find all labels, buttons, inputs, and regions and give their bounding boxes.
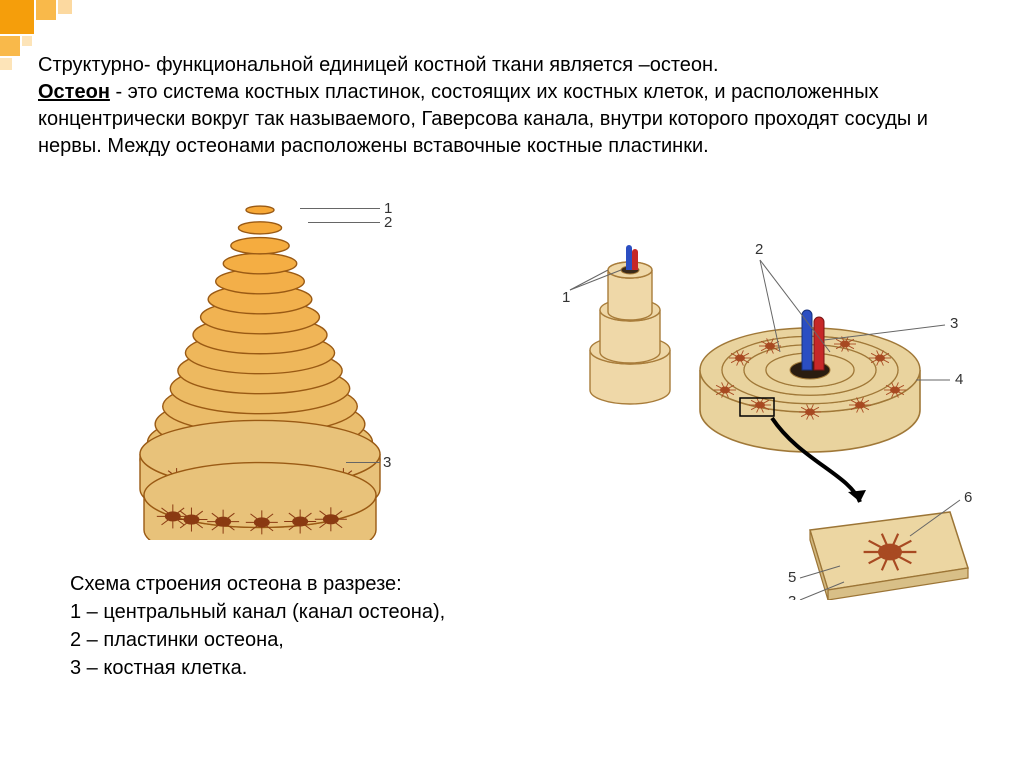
- diagram-area: 1 2 3 1 2 3 4 5 6 3: [0, 200, 1024, 600]
- leader-1: [300, 208, 380, 209]
- para-line1: Структурно- функциональной единицей кост…: [38, 54, 719, 76]
- legend-item-3: 3 – костная клетка.: [70, 654, 445, 682]
- main-text-block: Структурно- функциональной единицей кост…: [38, 52, 986, 160]
- svg-text:1: 1: [562, 289, 570, 306]
- svg-text:3: 3: [788, 593, 796, 600]
- legend-item-2: 2 – пластинки остеона,: [70, 626, 445, 654]
- svg-text:5: 5: [788, 569, 796, 586]
- svg-text:4: 4: [955, 371, 963, 388]
- leader-3: [346, 462, 380, 463]
- legend-title: Схема строения остеона в разрезе:: [70, 570, 445, 598]
- osteon-cone-diagram: 1 2 3: [120, 200, 400, 520]
- svg-text:6: 6: [964, 489, 972, 506]
- leader-2: [308, 222, 380, 223]
- svg-text:2: 2: [755, 241, 763, 258]
- legend-block: Схема строения остеона в разрезе: 1 – це…: [70, 570, 445, 682]
- osteon-cross-section-diagram: 1234563: [560, 240, 980, 590]
- term-osteon: Остеон: [38, 81, 110, 103]
- label-3: 3: [383, 454, 391, 471]
- svg-text:3: 3: [950, 315, 958, 332]
- legend-item-1: 1 – центральный канал (канал остеона),: [70, 598, 445, 626]
- label-2: 2: [384, 214, 392, 231]
- para-rest: - это система костных пластинок, состоящ…: [38, 81, 928, 157]
